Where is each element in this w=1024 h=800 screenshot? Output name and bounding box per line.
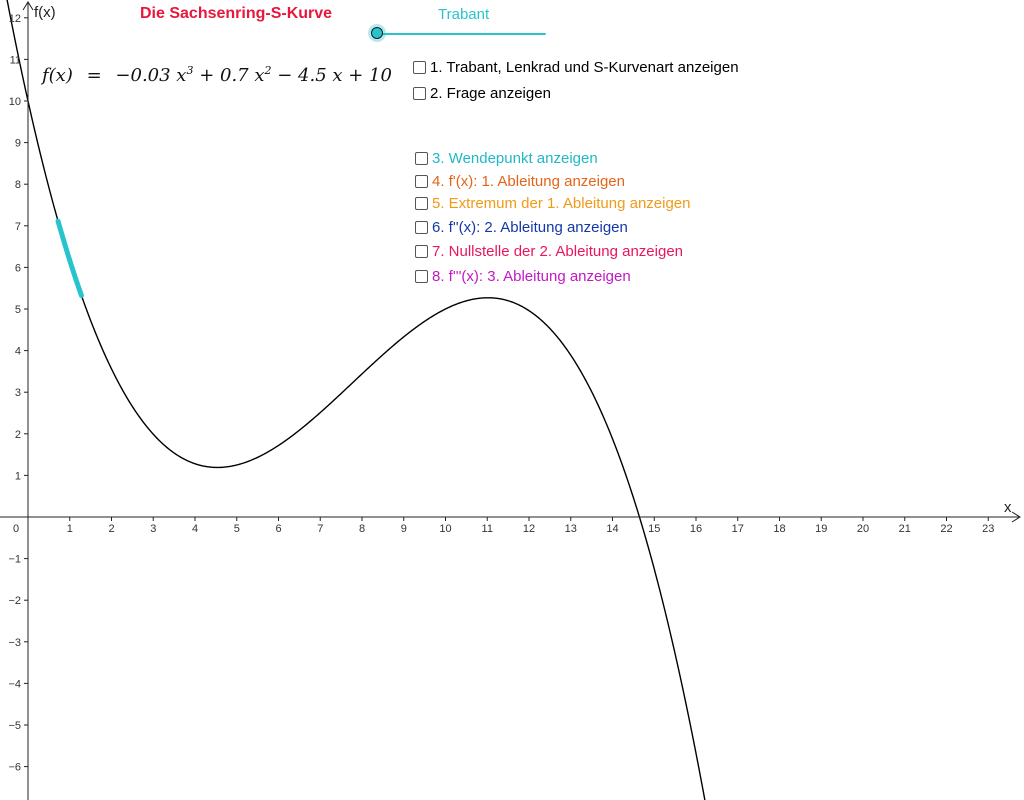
checkbox-5[interactable] xyxy=(415,197,428,210)
function-curve[interactable] xyxy=(0,0,709,800)
y-tick-label: −1 xyxy=(8,554,21,566)
y-tick-label: 11 xyxy=(10,54,21,66)
y-tick-label: 3 xyxy=(15,387,21,399)
checkbox-3[interactable] xyxy=(415,152,428,165)
x-tick-label: 6 xyxy=(275,523,281,535)
x-tick-label: 13 xyxy=(565,523,577,535)
x-tick-label: 8 xyxy=(359,523,365,535)
y-tick-label: 12 xyxy=(9,13,21,25)
formula-lhs: f(x) xyxy=(42,65,73,86)
x-tick-label: 2 xyxy=(108,523,114,535)
y-tick-label: −4 xyxy=(8,678,21,690)
y-tick-label: 4 xyxy=(15,346,21,358)
x-tick-label: 20 xyxy=(857,523,869,535)
checkbox-row-4[interactable]: 4. f'(x): 1. Ableitung anzeigen xyxy=(415,173,625,190)
checkbox-2[interactable] xyxy=(413,87,426,100)
checkbox-label-2: 2. Frage anzeigen xyxy=(430,85,551,102)
checkbox-8[interactable] xyxy=(415,270,428,283)
checkbox-row-8[interactable]: 8. f'''(x): 3. Ableitung anzeigen xyxy=(415,268,631,285)
x-tick-label: 1 xyxy=(67,523,73,535)
x-tick-label: 22 xyxy=(940,523,952,535)
checkbox-label-5: 5. Extremum der 1. Ableitung anzeigen xyxy=(432,195,691,212)
formula-eq: = xyxy=(86,65,102,86)
formula-exp-2: 2 xyxy=(264,64,272,77)
y-tick-label: 5 xyxy=(15,304,21,316)
checkbox-row-3[interactable]: 3. Wendepunkt anzeigen xyxy=(415,150,598,167)
formula-term-cubic: −0.03 x xyxy=(115,65,187,86)
checkbox-1[interactable] xyxy=(413,61,426,74)
x-tick-label: 19 xyxy=(815,523,827,535)
x-tick-label: 23 xyxy=(982,523,994,535)
checkbox-label-6: 6. f''(x): 2. Ableitung anzeigen xyxy=(432,219,628,236)
y-axis-arrow xyxy=(22,1,34,11)
x-axis-label: x xyxy=(1004,499,1012,516)
y-tick-label: −2 xyxy=(8,595,21,607)
checkbox-row-7[interactable]: 7. Nullstelle der 2. Ableitung anzeigen xyxy=(415,243,683,260)
checkbox-row-1[interactable]: 1. Trabant, Lenkrad und S-Kurvenart anze… xyxy=(413,59,739,76)
checkbox-label-1: 1. Trabant, Lenkrad und S-Kurvenart anze… xyxy=(430,59,739,76)
formula-term-rest: − 4.5 x + 10 xyxy=(271,65,392,86)
y-tick-label: 1 xyxy=(15,470,21,482)
x-tick-label: 3 xyxy=(150,523,156,535)
checkbox-row-2[interactable]: 2. Frage anzeigen xyxy=(413,85,551,102)
x-tick-label: 12 xyxy=(523,523,535,535)
x-tick-label: 15 xyxy=(648,523,660,535)
checkbox-7[interactable] xyxy=(415,245,428,258)
y-tick-label: 8 xyxy=(15,179,21,191)
y-tick-label: 2 xyxy=(15,429,21,441)
x-tick-label: 7 xyxy=(317,523,323,535)
x-tick-label: 10 xyxy=(439,523,451,535)
formula-term-quadratic: + 0.7 x xyxy=(193,65,265,86)
x-tick-label: 14 xyxy=(606,523,618,535)
y-axis-label: f(x) xyxy=(34,4,56,21)
x-tick-label: 18 xyxy=(773,523,785,535)
checkbox-label-4: 4. f'(x): 1. Ableitung anzeigen xyxy=(432,173,625,190)
checkbox-6[interactable] xyxy=(415,221,428,234)
x-tick-label: 21 xyxy=(899,523,911,535)
y-tick-label: 6 xyxy=(15,262,21,274)
checkbox-label-7: 7. Nullstelle der 2. Ableitung anzeigen xyxy=(432,243,684,260)
x-tick-label: 11 xyxy=(482,523,493,535)
x-axis-arrow xyxy=(1011,511,1021,523)
checkbox-4[interactable] xyxy=(415,175,428,188)
trabant-segment xyxy=(55,218,84,299)
x-tick-label: 17 xyxy=(732,523,744,535)
formula-exp-3: 3 xyxy=(186,64,194,77)
checkbox-row-6[interactable]: 6. f''(x): 2. Ableitung anzeigen xyxy=(415,219,628,236)
x-tick-label: 5 xyxy=(234,523,240,535)
slider-handle[interactable] xyxy=(371,27,383,39)
y-tick-label: 7 xyxy=(15,221,21,233)
y-tick-label: −3 xyxy=(8,637,21,649)
function-formula: f(x) = −0.03 x3 + 0.7 x2 − 4.5 x + 10 xyxy=(42,64,392,86)
checkbox-row-5[interactable]: 5. Extremum der 1. Ableitung anzeigen xyxy=(415,195,691,212)
origin-label: 0 xyxy=(13,523,19,535)
y-tick-label: 9 xyxy=(15,138,21,150)
checkbox-label-8: 8. f'''(x): 3. Ableitung anzeigen xyxy=(432,268,631,285)
slider-label: Trabant xyxy=(438,6,490,23)
x-tick-label: 9 xyxy=(401,523,407,535)
checkbox-label-3: 3. Wendepunkt anzeigen xyxy=(432,150,598,167)
x-tick-label: 16 xyxy=(690,523,702,535)
y-tick-label: −5 xyxy=(8,720,21,732)
x-tick-label: 4 xyxy=(192,523,198,535)
app-title: Die Sachsenring-S-Kurve xyxy=(140,5,333,22)
y-tick-label: 10 xyxy=(9,96,21,108)
y-tick-label: −6 xyxy=(8,762,21,774)
slider-track[interactable] xyxy=(378,33,546,35)
